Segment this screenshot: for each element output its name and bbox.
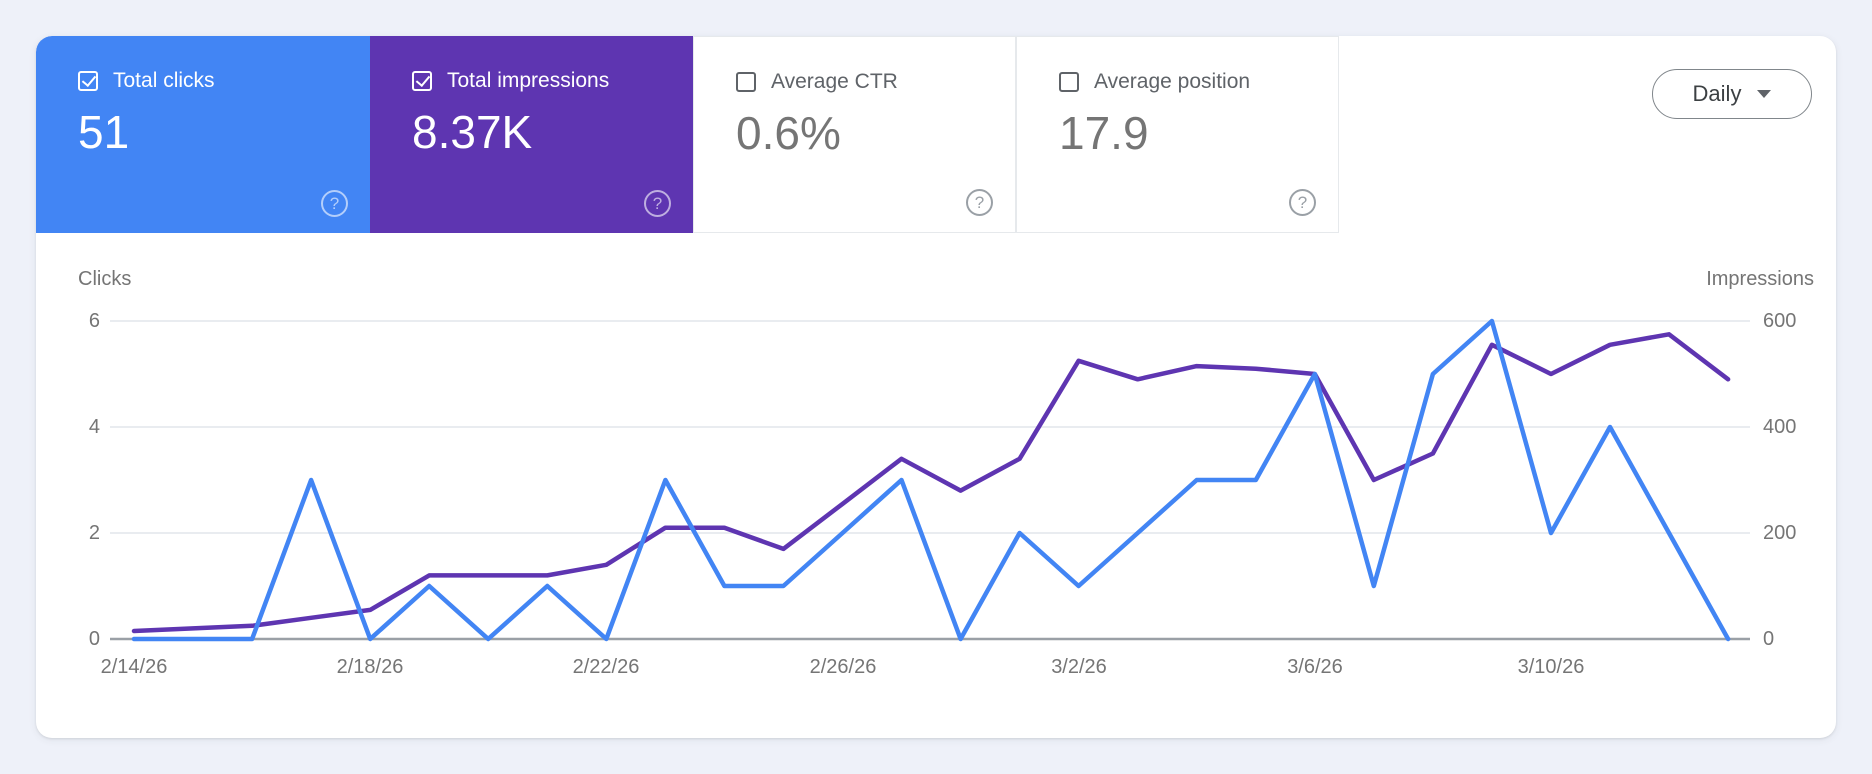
checkbox-checked-icon[interactable] <box>412 70 432 91</box>
help-icon[interactable]: ? <box>321 190 348 217</box>
y-tick-right: 200 <box>1763 522 1797 544</box>
x-axis-label: 2/26/26 <box>809 656 877 678</box>
help-icon[interactable]: ? <box>1289 189 1316 216</box>
checkbox-unchecked-icon[interactable] <box>736 71 756 92</box>
x-axis-label: 2/18/26 <box>336 656 404 678</box>
granularity-dropdown[interactable]: Daily <box>1652 69 1812 119</box>
checkbox-checked-icon[interactable] <box>78 70 98 91</box>
checkbox-unchecked-icon[interactable] <box>1059 71 1079 92</box>
x-axis-label: 3/6/26 <box>1287 656 1343 678</box>
metric-value: 51 <box>78 106 130 158</box>
y-tick-right: 0 <box>1763 628 1775 650</box>
y-tick-left: 4 <box>88 416 100 438</box>
metric-label: Average position <box>1094 70 1251 93</box>
metric-cards-row: Total clicks 51 ? Total impressions 8.37… <box>36 36 1339 233</box>
metric-card-total-impressions[interactable]: Total impressions 8.37K ? <box>370 36 693 233</box>
help-icon[interactable]: ? <box>966 189 993 216</box>
y-tick-right: 400 <box>1763 416 1797 438</box>
metric-card-average-position[interactable]: Average position 17.9 ? <box>1016 36 1339 233</box>
metric-label: Total impressions <box>447 69 610 92</box>
clicks-line <box>131 318 1731 642</box>
metric-value: 17.9 <box>1059 107 1149 159</box>
x-axis-label: 2/22/26 <box>572 656 640 678</box>
performance-panel: Total clicks 51 ? Total impressions 8.37… <box>36 36 1836 738</box>
metric-label: Average CTR <box>771 70 898 93</box>
x-axis-label: 3/2/26 <box>1051 656 1107 678</box>
x-axis-label: 3/10/26 <box>1517 656 1585 678</box>
granularity-value: Daily <box>1692 81 1742 106</box>
x-axis-label: 2/14/26 <box>100 656 168 678</box>
metric-card-average-ctr[interactable]: Average CTR 0.6% ? <box>693 36 1016 233</box>
chart-region[interactable] <box>36 36 1836 738</box>
help-icon[interactable]: ? <box>644 190 671 217</box>
chevron-down-icon <box>1757 90 1772 98</box>
left-axis-label: Clicks <box>78 268 132 290</box>
metric-label: Total clicks <box>113 69 215 92</box>
impressions-line <box>131 332 1731 634</box>
metric-card-total-clicks[interactable]: Total clicks 51 ? <box>36 36 370 233</box>
y-tick-left: 2 <box>88 522 100 544</box>
metric-value: 0.6% <box>736 107 841 159</box>
y-tick-right: 600 <box>1763 310 1797 332</box>
y-tick-left: 0 <box>88 628 100 650</box>
right-axis-label: Impressions <box>1706 268 1814 290</box>
y-tick-left: 6 <box>88 310 100 332</box>
metric-value: 8.37K <box>412 106 533 158</box>
